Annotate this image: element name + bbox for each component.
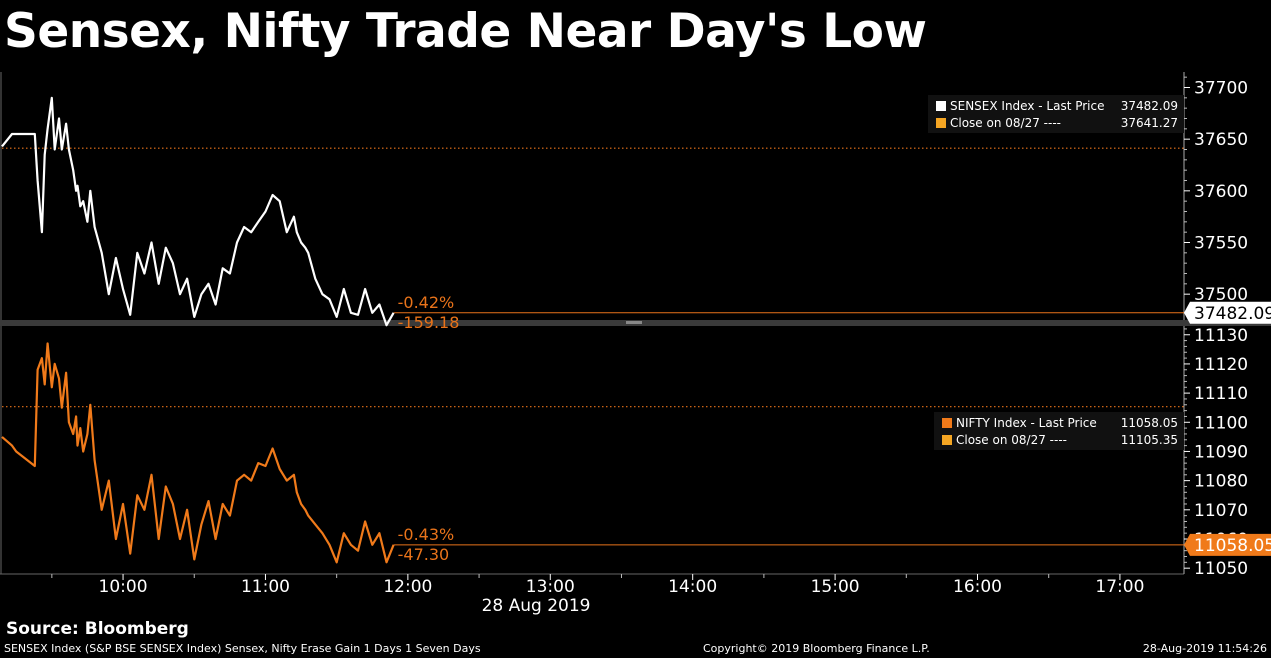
close-swatch (942, 434, 952, 445)
x-tick-label: 17:00 (1095, 577, 1144, 597)
nifty-y-tick-label: 11130 (1194, 326, 1248, 346)
legend-value: 11058.05 (1120, 415, 1178, 430)
close-legend-row: Close on 08/27 ---- 37641.27 (932, 114, 1178, 131)
sensex-y-tick-label: 37550 (1194, 234, 1248, 254)
sensex-y-tick-label: 37600 (1194, 182, 1248, 202)
x-tick-label: 12:00 (383, 577, 432, 597)
nifty-change-pct: -0.43% (398, 525, 455, 544)
x-tick-label: 13:00 (526, 577, 575, 597)
sensex-legend: SENSEX Index - Last Price 37482.09 Close… (928, 95, 1184, 133)
legend-label: NIFTY Index - Last Price (956, 415, 1097, 430)
sensex-last-value-badge (1184, 301, 1271, 324)
footer-timestamp: 28-Aug-2019 11:54:26 (1142, 642, 1267, 655)
sensex-legend-row: SENSEX Index - Last Price 37482.09 (932, 97, 1178, 114)
sensex-y-tick-label: 37700 (1194, 79, 1248, 99)
legend-value: 37641.27 (1120, 115, 1178, 130)
nifty-last-value-badge (1184, 533, 1271, 556)
close-legend-row: Close on 08/27 ---- 11105.35 (938, 431, 1178, 448)
nifty-series-line (1, 342, 395, 564)
sensex-y-tick-label: 37650 (1194, 130, 1248, 150)
nifty-y-tick-label: 11080 (1194, 472, 1248, 492)
source-note: Source: Bloomberg (6, 619, 189, 639)
nifty-y-tick-label: 11100 (1194, 413, 1248, 433)
nifty-legend-row: NIFTY Index - Last Price 11058.05 (938, 414, 1178, 431)
panel-divider-handle (626, 321, 642, 324)
sensex-change-pct: -0.42% (398, 293, 455, 312)
nifty-change-abs: -47.30 (398, 545, 450, 564)
nifty-y-tick-label: 11120 (1194, 355, 1248, 375)
nifty-legend: NIFTY Index - Last Price 11058.05 Close … (934, 412, 1184, 450)
nifty-last-value-label: 11058.05 (1194, 536, 1271, 556)
x-tick-label: 10:00 (99, 577, 148, 597)
x-tick-label: 11:00 (241, 577, 290, 597)
close-swatch (936, 117, 946, 128)
footer-copyright: Copyright© 2019 Bloomberg Finance L.P. (703, 642, 930, 655)
chart-title: Sensex, Nifty Trade Near Day's Low (4, 4, 927, 59)
nifty-swatch (942, 417, 952, 428)
sensex-swatch (936, 100, 946, 111)
x-tick-label: 15:00 (811, 577, 860, 597)
nifty-y-tick-label: 11070 (1194, 501, 1248, 521)
sensex-change-abs: -159.18 (398, 313, 460, 332)
x-date-label: 28 Aug 2019 (482, 596, 591, 616)
x-tick-label: 14:00 (668, 577, 717, 597)
nifty-y-tick-label: 11090 (1194, 442, 1248, 462)
legend-value: 11105.35 (1120, 432, 1178, 447)
legend-value: 37482.09 (1120, 98, 1178, 113)
sensex-last-value-label: 37482.09 (1194, 304, 1271, 324)
sensex-y-tick-label: 37500 (1194, 285, 1248, 305)
legend-label: Close on 08/27 ---- (956, 432, 1067, 447)
x-tick-label: 16:00 (953, 577, 1002, 597)
nifty-y-tick-label: 11050 (1194, 559, 1248, 579)
footer-description: SENSEX Index (S&P BSE SENSEX Index) Sens… (4, 642, 481, 655)
nifty-y-tick-label: 11110 (1194, 384, 1248, 404)
legend-label: Close on 08/27 ---- (950, 115, 1061, 130)
legend-label: SENSEX Index - Last Price (950, 98, 1105, 113)
sensex-series-line (1, 96, 395, 327)
